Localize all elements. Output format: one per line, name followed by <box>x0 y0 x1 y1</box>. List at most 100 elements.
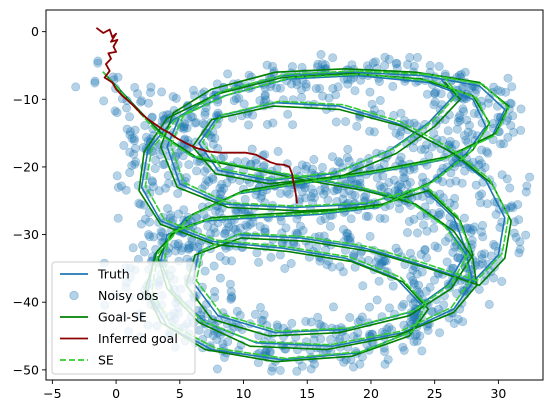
noisy-obs-point <box>414 280 424 290</box>
noisy-obs-point <box>184 243 194 253</box>
noisy-obs-point <box>418 220 428 230</box>
noisy-obs-point <box>200 180 210 190</box>
noisy-obs-point <box>501 87 511 97</box>
noisy-obs-point <box>431 87 441 97</box>
noisy-obs-point <box>422 89 432 99</box>
noisy-obs-point <box>260 224 270 234</box>
noisy-obs-point <box>402 180 412 190</box>
noisy-obs-point <box>218 339 228 349</box>
noisy-obs-point <box>185 243 195 253</box>
noisy-obs-point <box>227 291 237 301</box>
noisy-obs-point <box>116 181 126 191</box>
noisy-obs-point <box>138 240 148 250</box>
noisy-obs-point <box>468 225 478 235</box>
noisy-obs-point <box>113 182 123 192</box>
noisy-obs-point <box>136 219 146 229</box>
noisy-obs-point <box>286 258 296 268</box>
noisy-obs-point <box>383 355 393 365</box>
noisy-obs-point <box>221 225 231 235</box>
noisy-obs-point <box>319 189 329 199</box>
noisy-obs-point <box>422 253 432 263</box>
noisy-obs-point <box>425 60 435 70</box>
noisy-obs-point <box>295 221 305 231</box>
noisy-obs-point <box>424 151 434 161</box>
noisy-obs-point <box>416 249 426 259</box>
noisy-obs-point <box>292 366 302 376</box>
noisy-obs-point <box>409 279 419 289</box>
noisy-obs-point <box>296 85 306 95</box>
noisy-obs-point <box>312 242 322 252</box>
noisy-obs-point <box>410 296 420 306</box>
noisy-obs-point <box>464 120 474 130</box>
noisy-obs-point <box>262 60 272 70</box>
noisy-obs-point <box>200 266 210 276</box>
noisy-obs-point <box>355 315 365 325</box>
noisy-obs-point <box>379 256 389 266</box>
noisy-obs-point <box>90 78 100 88</box>
noisy-obs-point <box>493 85 503 95</box>
noisy-obs-point <box>446 168 456 178</box>
noisy-obs-point <box>157 87 167 97</box>
noisy-obs-point <box>267 366 277 376</box>
noisy-obs-point <box>198 119 208 129</box>
noisy-obs-point <box>112 171 122 181</box>
noisy-obs-point <box>489 82 499 92</box>
noisy-obs-point <box>309 155 319 165</box>
noisy-obs-point <box>129 136 139 146</box>
noisy-obs-point <box>478 259 488 269</box>
noisy-obs-point <box>113 213 123 223</box>
noisy-obs-point <box>174 209 184 219</box>
noisy-obs-point <box>368 58 378 68</box>
noisy-obs-point <box>170 239 180 249</box>
x-tick-label: −5 <box>43 386 61 401</box>
noisy-obs-point <box>113 72 123 82</box>
noisy-obs-point <box>211 206 221 216</box>
noisy-obs-point <box>474 160 484 170</box>
noisy-obs-point <box>200 167 210 177</box>
noisy-obs-point <box>398 173 408 183</box>
noisy-obs-point <box>203 221 213 231</box>
noisy-obs-point <box>206 133 216 143</box>
noisy-obs-point <box>342 231 352 241</box>
noisy-obs-point <box>283 109 293 119</box>
noisy-obs-point <box>496 87 506 97</box>
noisy-obs-point <box>379 182 389 192</box>
noisy-obs-point <box>478 232 488 242</box>
noisy-obs-point <box>417 267 427 277</box>
noisy-obs-point <box>454 113 464 123</box>
noisy-obs-point <box>429 128 439 138</box>
noisy-obs-point <box>184 160 194 170</box>
noisy-obs-point <box>342 228 352 238</box>
noisy-obs-point <box>507 201 517 211</box>
noisy-obs-point <box>355 359 365 369</box>
noisy-obs-point <box>412 52 422 62</box>
noisy-obs-point <box>158 228 168 238</box>
noisy-obs-point <box>232 306 242 316</box>
noisy-obs-point <box>400 173 410 183</box>
noisy-obs-point <box>429 223 439 233</box>
noisy-obs-point <box>470 222 480 232</box>
noisy-obs-point <box>166 210 176 220</box>
noisy-obs-point <box>345 235 355 245</box>
noisy-obs-point <box>347 190 357 200</box>
noisy-obs-point <box>408 143 418 153</box>
noisy-obs-point <box>208 330 218 340</box>
noisy-obs-point <box>395 131 405 141</box>
noisy-obs-point <box>430 88 440 98</box>
noisy-obs-point <box>225 279 235 289</box>
noisy-obs-point <box>222 178 232 188</box>
noisy-obs-point <box>505 202 515 212</box>
noisy-obs-point <box>327 152 337 162</box>
noisy-obs-point <box>338 225 348 235</box>
noisy-obs-point <box>168 92 178 102</box>
noisy-obs-point <box>452 288 462 298</box>
noisy-obs-point <box>412 329 422 339</box>
noisy-obs-point <box>184 244 194 254</box>
x-tick-label: 10 <box>236 386 252 401</box>
noisy-obs-point <box>489 239 499 249</box>
noisy-obs-point <box>255 96 265 106</box>
noisy-obs-point <box>210 293 220 303</box>
noisy-obs-point <box>459 131 469 141</box>
noisy-obs-point <box>412 269 422 279</box>
noisy-obs-point <box>346 355 356 365</box>
